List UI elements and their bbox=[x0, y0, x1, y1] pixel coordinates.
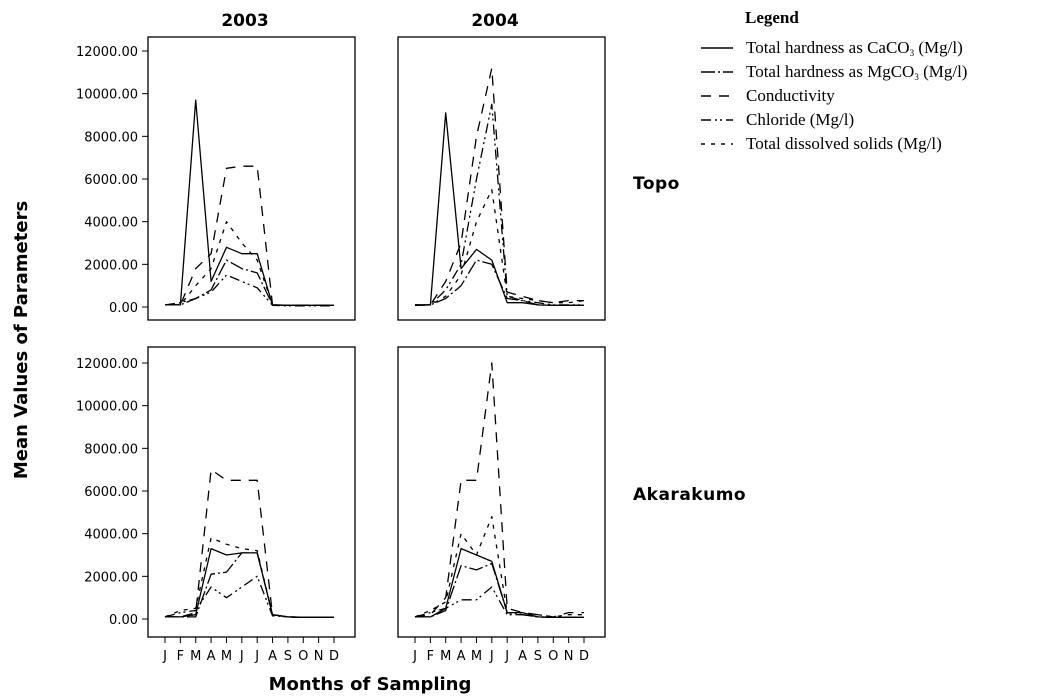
x-tick-label: N bbox=[564, 649, 574, 664]
x-axis-title: Months of Sampling bbox=[269, 674, 472, 695]
series-line-chl bbox=[414, 103, 584, 306]
x-tick-label: O bbox=[298, 649, 308, 664]
series-line-chl bbox=[164, 274, 334, 307]
x-tick-label: D bbox=[579, 649, 589, 664]
panel-topo-2004 bbox=[397, 36, 606, 321]
x-tick-label: D bbox=[329, 649, 339, 664]
x-tick-label: J bbox=[504, 649, 509, 664]
series-line-cond bbox=[165, 469, 334, 618]
x-tick-label: M bbox=[190, 649, 201, 664]
y-tick-label: 12000.00 bbox=[76, 45, 138, 60]
legend-label-caco3: Total hardness as CaCO3 (Mg/l) bbox=[746, 38, 963, 58]
y-tick-label: 8000.00 bbox=[84, 442, 138, 457]
x-tick-label: S bbox=[534, 649, 542, 664]
x-tick-label: N bbox=[314, 649, 324, 664]
legend-label-chl: Chloride (Mg/l) bbox=[746, 110, 854, 129]
row-title-akarakumo: Akarakumo bbox=[633, 485, 746, 505]
y-tick-label: 8000.00 bbox=[84, 130, 138, 145]
panel-frame bbox=[147, 346, 356, 638]
y-tick-label: 0.00 bbox=[109, 301, 138, 316]
series-line-mgco3 bbox=[415, 562, 584, 618]
x-tick-label: A bbox=[457, 649, 466, 664]
y-tick-label: 6000.00 bbox=[84, 485, 138, 500]
legend-label-mgco3: Total hardness as MgCO3 (Mg/l) bbox=[746, 62, 967, 82]
series-line-tds bbox=[415, 189, 585, 306]
x-tick-label: J bbox=[412, 649, 417, 664]
panel-frame bbox=[147, 36, 356, 321]
panel-frame bbox=[397, 36, 606, 321]
x-tick-label: J bbox=[489, 649, 494, 664]
x-tick-label: O bbox=[548, 649, 558, 664]
y-tick-label: 12000.00 bbox=[76, 357, 138, 372]
y-tick-label: 10000.00 bbox=[76, 88, 138, 103]
x-tick-label: S bbox=[284, 649, 292, 664]
legend-label-tds: Total dissolved solids (Mg/l) bbox=[746, 134, 942, 153]
y-axes: 0.00 2000.00 4000.00 6000.00 8000.00 10000.00… bbox=[76, 45, 148, 628]
x-tick-label: F bbox=[177, 649, 184, 664]
column-title-2004: 2004 bbox=[471, 11, 518, 31]
series-line-cond bbox=[414, 362, 584, 618]
series-line-chl bbox=[414, 586, 584, 618]
y-tick-label: 2000.00 bbox=[84, 570, 138, 585]
series-line-chl bbox=[164, 575, 334, 618]
x-tick-label: M bbox=[440, 649, 451, 664]
x-tick-label: A bbox=[207, 649, 216, 664]
x-tick-label: M bbox=[221, 649, 232, 664]
y-tick-label: 2000.00 bbox=[84, 258, 138, 273]
y-tick-label: 4000.00 bbox=[84, 216, 138, 231]
column-title-2003: 2003 bbox=[221, 11, 268, 31]
y-tick-label: 6000.00 bbox=[84, 173, 138, 188]
y-tick-label: 10000.00 bbox=[76, 400, 138, 415]
panel-topo-2003 bbox=[147, 36, 356, 321]
x-tick-label: J bbox=[254, 649, 259, 664]
row-title-topo: Topo bbox=[633, 174, 680, 194]
x-tick-label: J bbox=[162, 649, 167, 664]
y-tick-label: 0.00 bbox=[109, 613, 138, 628]
x-tick-label: M bbox=[471, 649, 482, 664]
x-tick-label: J bbox=[239, 649, 244, 664]
x-tick-label: F bbox=[427, 649, 434, 664]
y-tick-label: 4000.00 bbox=[84, 528, 138, 543]
series-line-tds bbox=[164, 537, 334, 618]
series-line-tds bbox=[165, 221, 334, 306]
series-line-mgco3 bbox=[414, 259, 584, 306]
series-line-cond bbox=[415, 67, 584, 306]
x-tick-label: A bbox=[268, 649, 277, 664]
x-tick-label: A bbox=[518, 649, 527, 664]
legend: Legend Total hardness as CaCO3 (Mg/l) Tot… bbox=[701, 8, 967, 153]
legend-title: Legend bbox=[745, 8, 799, 27]
panel-frame bbox=[397, 346, 606, 638]
series-line-tds bbox=[414, 515, 584, 618]
legend-label-cond: Conductivity bbox=[746, 86, 835, 105]
y-axis-title: Mean Values of Parameters bbox=[11, 201, 32, 479]
